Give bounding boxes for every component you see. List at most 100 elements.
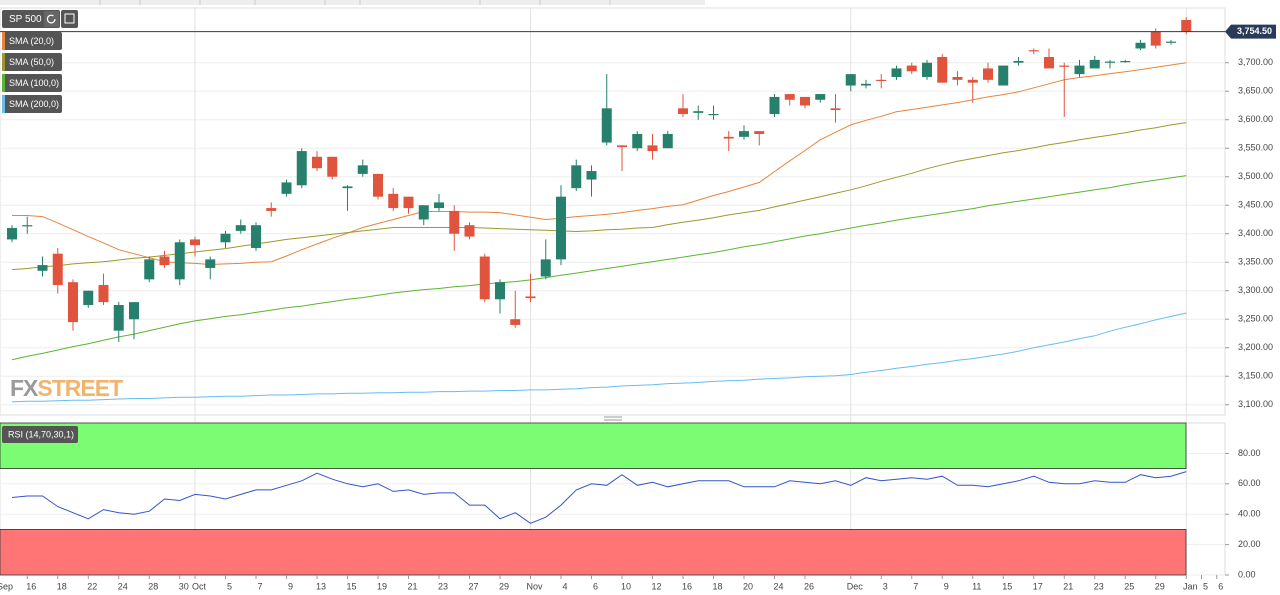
y-tick-label: 3,450.00 xyxy=(1238,200,1273,210)
watermark-part: STREET xyxy=(37,375,123,401)
watermark: FXSTREET xyxy=(10,375,123,401)
top-tabs xyxy=(0,0,705,5)
candle-body xyxy=(1059,65,1070,67)
x-tick-label: Jan xyxy=(1183,581,1198,591)
candle-body xyxy=(464,225,475,237)
candle-body xyxy=(479,256,490,300)
candle-body xyxy=(861,83,871,86)
candle-body xyxy=(739,131,749,137)
x-tick-label: 7 xyxy=(913,581,918,591)
candle-body xyxy=(495,282,505,300)
legend-item[interactable]: SMA (20,0) xyxy=(2,32,62,50)
candle-body xyxy=(159,256,170,266)
candle-body xyxy=(952,76,963,80)
candle-body xyxy=(693,111,704,113)
panel-divider xyxy=(604,416,622,421)
candle-body xyxy=(723,136,734,139)
candle-body xyxy=(906,65,917,72)
x-tick-label: 21 xyxy=(407,581,417,591)
candle-body xyxy=(632,133,643,149)
x-tick-label: 5 xyxy=(1203,581,1208,591)
settings-button[interactable] xyxy=(61,10,78,28)
candle-body xyxy=(815,94,826,100)
legend-label: SMA (50,0) xyxy=(9,57,54,67)
x-tick-label: 24 xyxy=(773,581,783,591)
x-tick-label: 7 xyxy=(257,581,262,591)
x-tick-label: 18 xyxy=(712,581,722,591)
refresh-icon xyxy=(46,14,56,24)
candle-body xyxy=(662,133,673,149)
candle-body xyxy=(418,205,429,220)
candle-body xyxy=(998,65,1009,86)
refresh-button[interactable] xyxy=(44,11,59,27)
x-tick-label: 15 xyxy=(1002,581,1012,591)
candle-body xyxy=(1089,59,1100,69)
x-tick-label: 13 xyxy=(316,581,326,591)
x-tick-label: 19 xyxy=(377,581,387,591)
series-line xyxy=(11,122,1187,271)
candle-body xyxy=(754,131,765,134)
candle-body xyxy=(601,108,612,143)
candle-body xyxy=(510,319,521,325)
x-tick-label: 22 xyxy=(87,581,97,591)
x-tick-label: 6 xyxy=(593,581,598,591)
candle-body xyxy=(1150,31,1161,46)
x-tick-label: 16 xyxy=(682,581,692,591)
x-tick-label: Sep xyxy=(0,581,13,591)
legend-item[interactable]: SMA (200,0) xyxy=(2,95,62,113)
candle-body xyxy=(1166,41,1176,43)
candle-body xyxy=(7,228,17,240)
candle-body xyxy=(68,282,78,323)
candle-body xyxy=(1044,57,1054,69)
candle-body xyxy=(312,156,322,169)
watermark-part: FX xyxy=(10,375,39,401)
y-tick-label: 3,250.00 xyxy=(1238,314,1273,324)
candle-body xyxy=(129,302,139,320)
candle-body xyxy=(266,208,277,211)
x-tick-label: 30 xyxy=(179,581,189,591)
candle-body xyxy=(525,296,536,299)
x-tick-label: Nov xyxy=(526,581,543,591)
legend-item[interactable]: SMA (50,0) xyxy=(2,53,62,71)
overbought-zone xyxy=(0,422,1187,469)
y-tick-label: 3,500.00 xyxy=(1238,171,1273,181)
x-tick-label: 9 xyxy=(288,581,293,591)
y-tick-label: 3,550.00 xyxy=(1238,143,1273,153)
candle-body xyxy=(769,96,780,115)
candle-body xyxy=(251,225,261,248)
y-tick-label: 3,100.00 xyxy=(1238,399,1273,409)
candle-body xyxy=(876,79,887,82)
series-line xyxy=(11,175,1187,361)
candle-body xyxy=(586,171,597,180)
settings-icon xyxy=(64,13,75,24)
y-tick-label: 3,150.00 xyxy=(1238,371,1273,381)
candle-body xyxy=(434,202,444,209)
legend-box xyxy=(2,74,62,92)
y-tick-label: 40.00 xyxy=(1238,509,1261,519)
x-tick-label: 29 xyxy=(499,581,509,591)
legend-box xyxy=(2,53,62,71)
candle-body xyxy=(296,151,307,186)
candle-body xyxy=(83,290,94,305)
legend-item[interactable]: SMA (100,0) xyxy=(2,74,62,92)
candle-body xyxy=(235,225,246,231)
legend-box xyxy=(2,95,62,113)
candle-body xyxy=(449,210,460,234)
series-line xyxy=(11,312,1187,403)
indicator-box[interactable] xyxy=(2,426,78,443)
candle-body xyxy=(845,74,856,86)
candle-body xyxy=(1135,42,1146,49)
candle-body xyxy=(205,259,216,268)
candle-body xyxy=(708,114,719,116)
candle-body xyxy=(617,145,627,148)
x-tick-label: 16 xyxy=(26,581,36,591)
candle-body xyxy=(37,265,48,271)
candle-body xyxy=(220,233,231,243)
candle-body xyxy=(784,94,795,100)
last-price-label: 3,754.50 xyxy=(1237,26,1272,36)
candle-body xyxy=(373,173,383,197)
x-tick-label: 28 xyxy=(148,581,158,591)
symbol-label: SP 500 xyxy=(9,14,42,25)
candle-body xyxy=(1120,61,1131,63)
